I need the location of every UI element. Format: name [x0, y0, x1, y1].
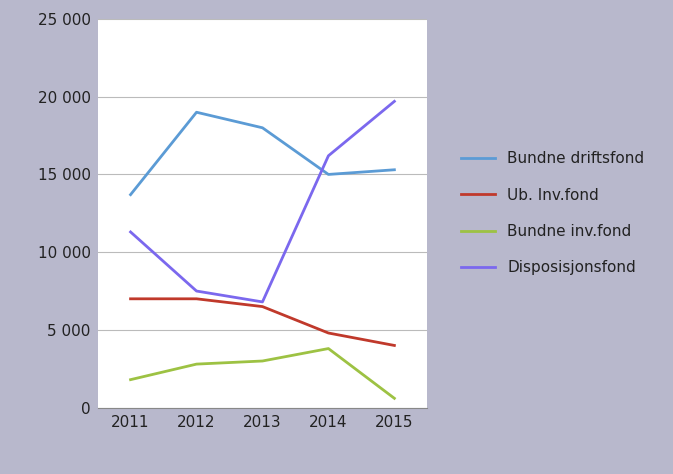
Ub. Inv.fond	[127, 296, 135, 301]
Bundne inv.fond	[258, 358, 267, 364]
Bundne driftsfond	[192, 109, 201, 115]
Ub. Inv.fond	[258, 304, 267, 310]
Bundne inv.fond	[390, 395, 398, 401]
Bundne inv.fond	[192, 361, 201, 367]
Disposisjonsfond	[324, 153, 332, 159]
Bundne driftsfond	[127, 192, 135, 198]
Disposisjonsfond	[127, 229, 135, 235]
Disposisjonsfond	[258, 299, 267, 305]
Line: Bundne driftsfond: Bundne driftsfond	[131, 112, 394, 195]
Bundne inv.fond	[324, 346, 332, 351]
Disposisjonsfond	[390, 99, 398, 104]
Line: Disposisjonsfond: Disposisjonsfond	[131, 101, 394, 302]
Bundne driftsfond	[258, 125, 267, 131]
Legend: Bundne driftsfond, Ub. Inv.fond, Bundne inv.fond, Disposisjonsfond: Bundne driftsfond, Ub. Inv.fond, Bundne …	[462, 151, 644, 275]
Bundne inv.fond	[127, 377, 135, 383]
Line: Ub. Inv.fond: Ub. Inv.fond	[131, 299, 394, 346]
Disposisjonsfond	[192, 288, 201, 294]
Ub. Inv.fond	[324, 330, 332, 336]
Line: Bundne inv.fond: Bundne inv.fond	[131, 348, 394, 398]
Ub. Inv.fond	[192, 296, 201, 301]
Bundne driftsfond	[324, 172, 332, 177]
Ub. Inv.fond	[390, 343, 398, 348]
Bundne driftsfond	[390, 167, 398, 173]
